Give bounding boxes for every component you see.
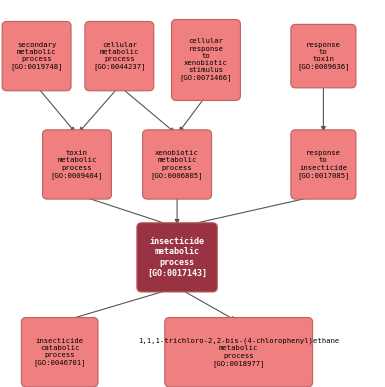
Text: xenobiotic
metabolic
process
[GO:0006805]: xenobiotic metabolic process [GO:0006805… bbox=[151, 150, 203, 179]
FancyBboxPatch shape bbox=[165, 317, 313, 387]
FancyBboxPatch shape bbox=[137, 223, 217, 292]
Text: secondary
metabolic
process
[GO:0019748]: secondary metabolic process [GO:0019748] bbox=[10, 42, 63, 70]
Text: response
to
toxin
[GO:0009636]: response to toxin [GO:0009636] bbox=[297, 42, 350, 70]
Text: 1,1,1-trichloro-2,2-bis-(4-chlorophenyl)ethane
metabolic
process
[GO:0018977]: 1,1,1-trichloro-2,2-bis-(4-chlorophenyl)… bbox=[138, 338, 339, 366]
FancyBboxPatch shape bbox=[22, 317, 98, 387]
Text: cellular
response
to
xenobiotic
stimulus
[GO:0071466]: cellular response to xenobiotic stimulus… bbox=[180, 38, 232, 82]
Text: cellular
metabolic
process
[GO:0044237]: cellular metabolic process [GO:0044237] bbox=[93, 42, 146, 70]
FancyBboxPatch shape bbox=[43, 130, 112, 199]
FancyBboxPatch shape bbox=[143, 130, 212, 199]
Text: insecticide
catabolic
process
[GO:0046701]: insecticide catabolic process [GO:004670… bbox=[33, 338, 86, 366]
FancyBboxPatch shape bbox=[2, 22, 71, 91]
Text: insecticide
metabolic
process
[GO:0017143]: insecticide metabolic process [GO:001714… bbox=[147, 237, 207, 278]
FancyBboxPatch shape bbox=[85, 22, 154, 91]
Text: toxin
metabolic
process
[GO:0009404]: toxin metabolic process [GO:0009404] bbox=[51, 150, 103, 179]
FancyBboxPatch shape bbox=[172, 20, 240, 101]
Text: response
to
insecticide
[GO:0017085]: response to insecticide [GO:0017085] bbox=[297, 150, 350, 179]
FancyBboxPatch shape bbox=[291, 24, 356, 88]
FancyBboxPatch shape bbox=[291, 130, 356, 199]
